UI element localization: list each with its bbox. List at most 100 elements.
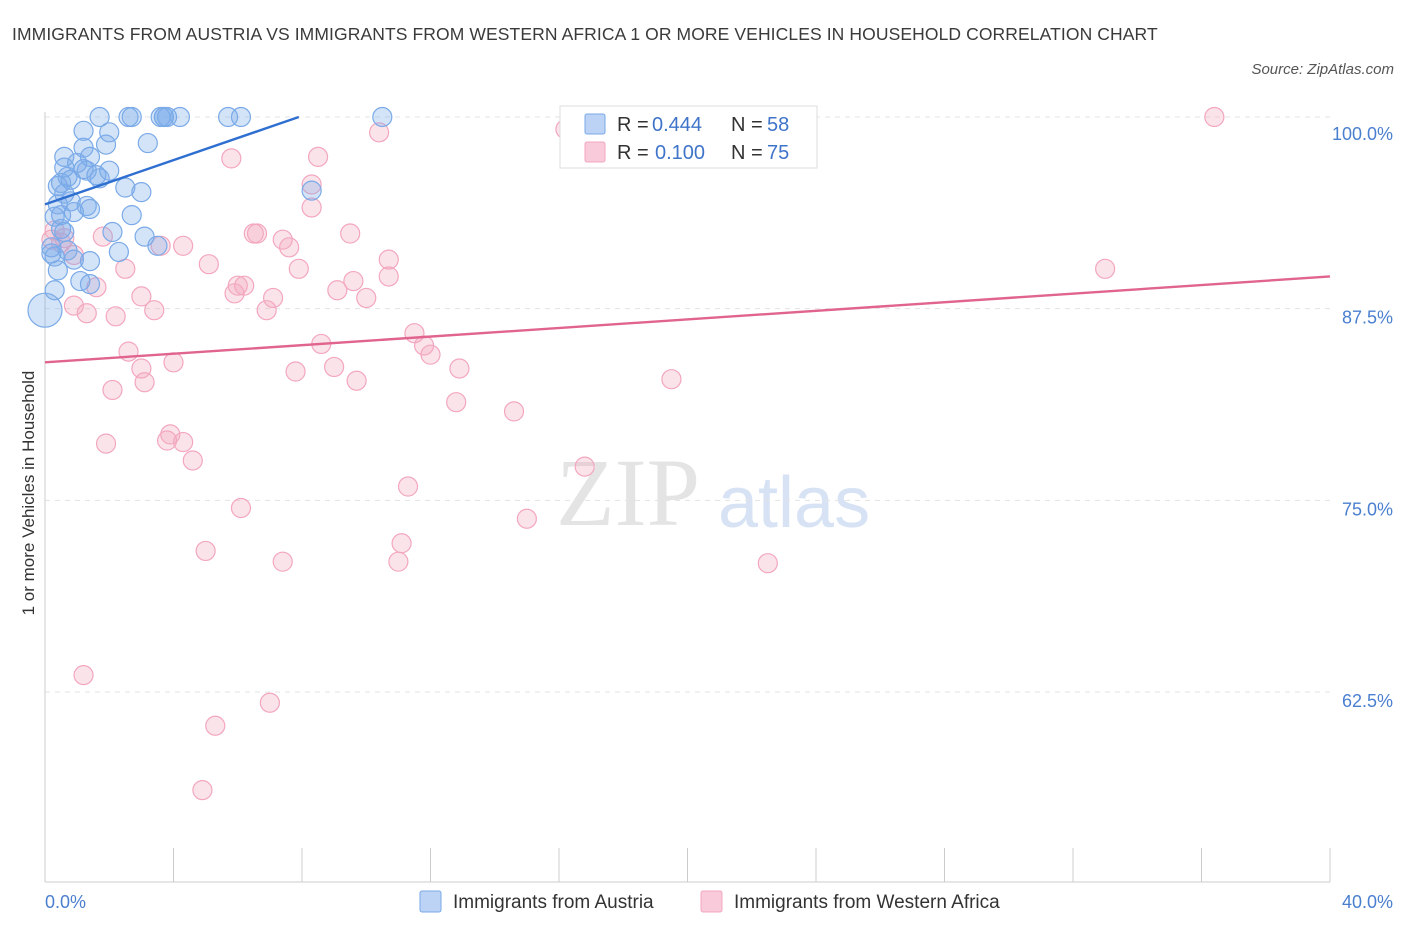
western-africa-point-45 [420, 344, 441, 365]
austria-point-51 [47, 260, 68, 281]
western-africa-point-51 [134, 372, 155, 393]
western-africa-point-21 [378, 249, 399, 270]
y-tick-label-2: 75.0% [1342, 499, 1393, 519]
austria-point-10 [372, 106, 393, 128]
austria-point-45 [147, 235, 168, 256]
western-africa-point-24 [288, 258, 309, 279]
western-africa-point-25 [378, 266, 399, 287]
austria-point-30 [131, 182, 152, 203]
austria-point-38 [50, 205, 72, 226]
austria-point-7 [169, 106, 191, 128]
x-tick-labels: 0.0% 40.0% [45, 892, 1393, 912]
austria-point-56 [57, 240, 78, 261]
western-africa-point-55 [446, 392, 467, 413]
western-africa-point-14 [92, 226, 113, 247]
austria-point-29 [115, 177, 136, 198]
western-africa-point-33 [131, 286, 152, 307]
austria-points [27, 106, 393, 328]
western-africa-points [41, 106, 1225, 801]
western-africa-point-64 [516, 508, 537, 529]
western-africa-point-36 [63, 295, 85, 316]
western-africa-point-23 [115, 258, 136, 279]
austria-trend-line [44, 115, 300, 206]
bottom-legend-swatch-austria [419, 890, 442, 913]
austria-point-40 [44, 206, 65, 227]
x-tick-label-1: 40.0% [1342, 892, 1393, 912]
legend: R = 0.444 N = 58 R = 0.100 N = 75 [559, 105, 818, 169]
western-africa-point-62 [574, 456, 595, 477]
western-africa-point-63 [397, 476, 419, 497]
western-africa-point-7 [301, 197, 322, 218]
western-africa-point-52 [346, 370, 367, 391]
western-africa-point-11 [340, 223, 361, 244]
legend-r-label-austria: R = [617, 114, 649, 136]
western-africa-point-37 [144, 300, 165, 321]
western-africa-point-35 [356, 287, 377, 309]
western-africa-point-49 [285, 361, 306, 382]
western-africa-point-6 [301, 174, 322, 195]
watermark-zip: ZIP [556, 439, 700, 546]
legend-n-label-austria: N = [731, 114, 763, 136]
western-africa-point-66 [391, 533, 412, 554]
western-africa-point-38 [256, 300, 277, 321]
western-africa-point-74 [192, 780, 213, 801]
western-africa-point-4 [221, 148, 242, 169]
western-africa-point-1 [1204, 106, 1225, 128]
austria-point-22 [76, 160, 97, 181]
austria-point-39 [121, 205, 142, 226]
legend-r-austria: 0.444 [652, 114, 702, 136]
western-africa-point-3 [369, 122, 390, 143]
western-africa-point-60 [95, 433, 117, 454]
western-africa-point-22 [198, 254, 219, 275]
austria-point-50 [79, 251, 101, 272]
x-tick-label-0: 0.0% [45, 892, 86, 912]
western-africa-point-59 [173, 431, 194, 453]
austria-point-53 [44, 280, 65, 301]
austria-point-36 [79, 198, 101, 220]
western-africa-point-40 [105, 306, 126, 327]
watermark-atlas: atlas [718, 463, 870, 543]
austria-point-57 [70, 270, 91, 292]
western-africa-point-71 [73, 665, 94, 686]
austria-point-46 [108, 241, 129, 263]
chart-title: IMMIGRANTS FROM AUSTRIA VS IMMIGRANTS FR… [12, 24, 1158, 44]
y-tick-label-3: 62.5% [1342, 691, 1393, 711]
western-africa-point-26 [1095, 258, 1116, 279]
legend-n-western-africa: 75 [767, 142, 789, 164]
y-axis-label: 1 or more Vehicles in Household [19, 371, 38, 616]
western-africa-point-27 [343, 270, 364, 292]
legend-swatch-western-africa [584, 141, 606, 163]
western-africa-point-57 [160, 424, 181, 445]
austria-point-31 [301, 180, 322, 201]
western-africa-point-34 [262, 287, 284, 309]
western-africa-point-68 [272, 551, 293, 572]
western-africa-point-72 [259, 692, 280, 713]
bottom-legend-swatch-western-africa [700, 890, 723, 913]
western-africa-point-32 [327, 280, 348, 301]
western-africa-point-39 [76, 303, 97, 324]
bottom-legend: Immigrants from Austria Immigrants from … [419, 890, 1000, 913]
western-africa-point-67 [195, 540, 216, 562]
legend-r-western-africa: 0.100 [655, 142, 705, 164]
austria-point-21 [86, 165, 107, 186]
austria-point-35 [76, 195, 97, 217]
western-africa-point-54 [102, 379, 123, 401]
western-africa-point-70 [757, 553, 778, 574]
austria-point-41 [50, 218, 72, 240]
western-africa-point-61 [182, 450, 203, 471]
western-africa-point-46 [163, 352, 184, 373]
western-africa-point-18 [173, 235, 194, 256]
bottom-legend-western-africa: Immigrants from Western Africa [734, 892, 1000, 913]
western-africa-point-19 [279, 237, 300, 258]
austria-point-11 [73, 120, 94, 141]
western-africa-trend-line [44, 275, 1331, 364]
austria-point-42 [54, 221, 75, 243]
source-credit: Source: ZipAtlas.com [1251, 61, 1394, 78]
western-africa-point-5 [307, 146, 329, 167]
bottom-legend-austria: Immigrants from Austria [453, 892, 654, 913]
legend-swatch-austria [584, 113, 606, 135]
austria-point-55 [41, 237, 62, 258]
western-africa-point-69 [388, 551, 409, 572]
legend-r-label-western-africa: R = [617, 142, 649, 164]
